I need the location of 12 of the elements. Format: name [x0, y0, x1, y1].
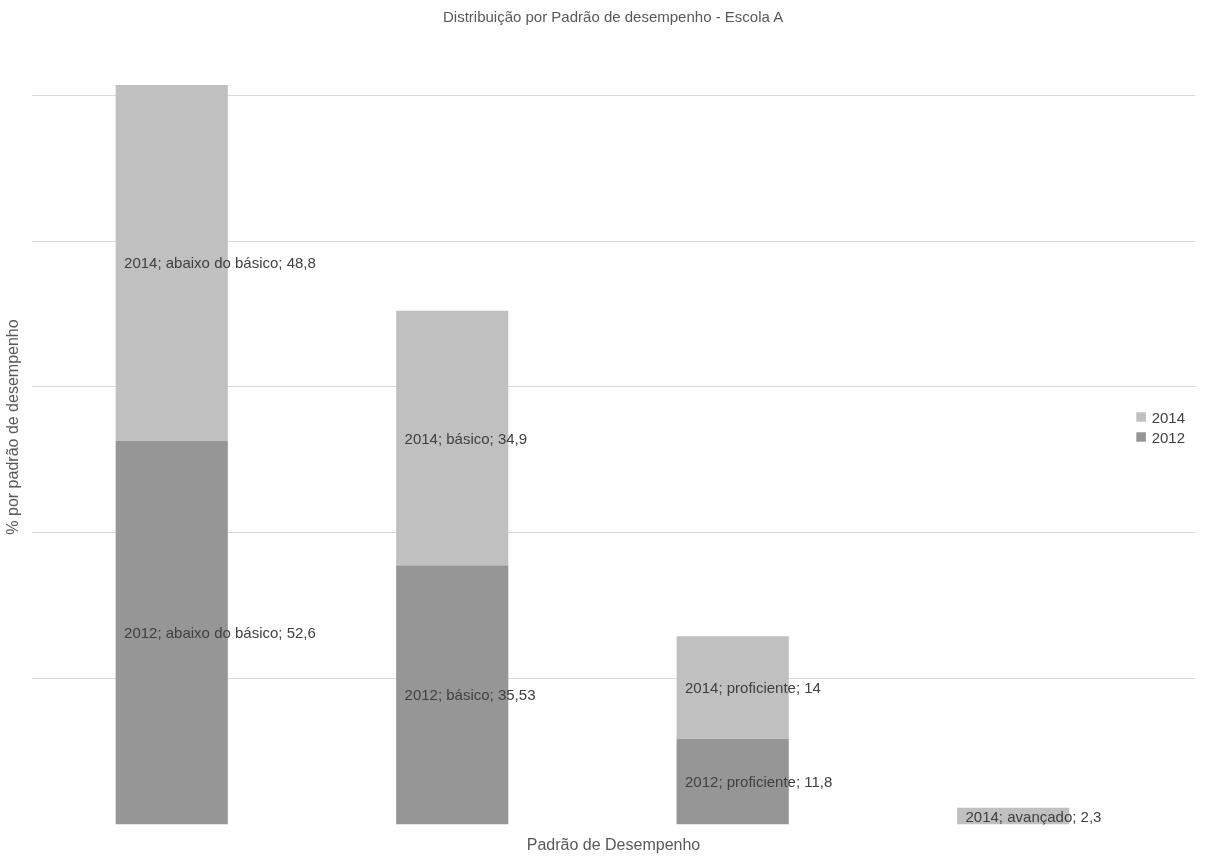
data-label: 2014; básico; 34,9	[404, 429, 528, 447]
bar	[115, 84, 228, 441]
chart-title: Distribuição por Padrão de desempenho - Escola A	[442, 7, 784, 25]
data-label: 2012; básico; 35,53	[404, 686, 536, 704]
legend-label: 2014	[1151, 408, 1185, 425]
bar	[115, 440, 228, 825]
data-label: 2014; avançado; 2,3	[965, 807, 1102, 825]
data-label: 2014; abaixo do básico; 48,8	[124, 254, 316, 272]
legend-label: 2012	[1151, 428, 1185, 445]
y-axis-title: % por padrão de desempenho	[3, 319, 21, 535]
data-label: 2014; proficiente; 14	[685, 678, 821, 696]
x-axis-title: Padrão de Desempenho	[526, 835, 701, 853]
